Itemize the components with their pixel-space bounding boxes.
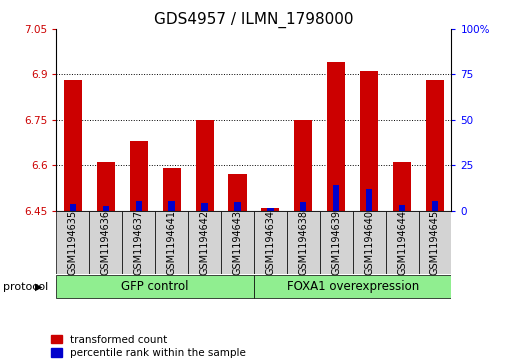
Text: GSM1194636: GSM1194636 bbox=[101, 210, 111, 275]
Bar bbox=[155, 211, 188, 274]
Bar bbox=[228, 174, 247, 211]
Legend: transformed count, percentile rank within the sample: transformed count, percentile rank withi… bbox=[51, 335, 246, 358]
Bar bbox=[432, 201, 438, 211]
Text: GSM1194637: GSM1194637 bbox=[134, 210, 144, 275]
Bar bbox=[103, 206, 109, 211]
Bar bbox=[419, 211, 451, 274]
Bar bbox=[163, 168, 181, 211]
Text: ▶: ▶ bbox=[35, 282, 43, 292]
Text: GSM1194640: GSM1194640 bbox=[364, 210, 374, 275]
Bar bbox=[287, 211, 320, 274]
Text: GSM1194639: GSM1194639 bbox=[331, 210, 341, 275]
Text: protocol: protocol bbox=[3, 282, 48, 292]
Text: GSM1194635: GSM1194635 bbox=[68, 210, 78, 275]
Bar bbox=[97, 162, 115, 211]
Bar bbox=[64, 81, 82, 211]
Text: GSM1194634: GSM1194634 bbox=[265, 210, 275, 275]
Bar bbox=[56, 275, 254, 298]
Bar bbox=[254, 211, 287, 274]
Bar bbox=[386, 211, 419, 274]
Text: GSM1194644: GSM1194644 bbox=[397, 210, 407, 275]
Bar bbox=[130, 141, 148, 211]
Bar bbox=[393, 162, 411, 211]
Bar bbox=[294, 120, 312, 211]
Text: GSM1194638: GSM1194638 bbox=[299, 210, 308, 275]
Text: GSM1194643: GSM1194643 bbox=[232, 210, 243, 275]
Text: GSM1194641: GSM1194641 bbox=[167, 210, 176, 275]
Bar bbox=[56, 211, 89, 274]
Title: GDS4957 / ILMN_1798000: GDS4957 / ILMN_1798000 bbox=[154, 12, 353, 28]
Bar bbox=[221, 211, 254, 274]
Bar bbox=[327, 62, 345, 211]
Bar bbox=[254, 275, 451, 298]
Bar bbox=[426, 81, 444, 211]
Text: GSM1194645: GSM1194645 bbox=[430, 210, 440, 275]
Bar bbox=[195, 120, 213, 211]
Text: FOXA1 overexpression: FOXA1 overexpression bbox=[287, 280, 419, 293]
Bar bbox=[188, 211, 221, 274]
Bar bbox=[267, 208, 273, 211]
Bar bbox=[70, 204, 76, 211]
Bar bbox=[320, 211, 353, 274]
Bar bbox=[122, 211, 155, 274]
Text: GFP control: GFP control bbox=[122, 280, 189, 293]
Bar bbox=[135, 201, 142, 211]
Bar bbox=[234, 203, 241, 211]
Bar bbox=[89, 211, 122, 274]
Bar bbox=[261, 208, 280, 211]
Bar bbox=[360, 72, 378, 211]
Bar bbox=[399, 205, 405, 211]
Bar bbox=[353, 211, 386, 274]
Bar bbox=[366, 189, 372, 211]
Text: GSM1194642: GSM1194642 bbox=[200, 210, 209, 275]
Bar bbox=[333, 185, 340, 211]
Bar bbox=[300, 203, 306, 211]
Bar bbox=[168, 201, 175, 211]
Bar bbox=[202, 203, 208, 211]
